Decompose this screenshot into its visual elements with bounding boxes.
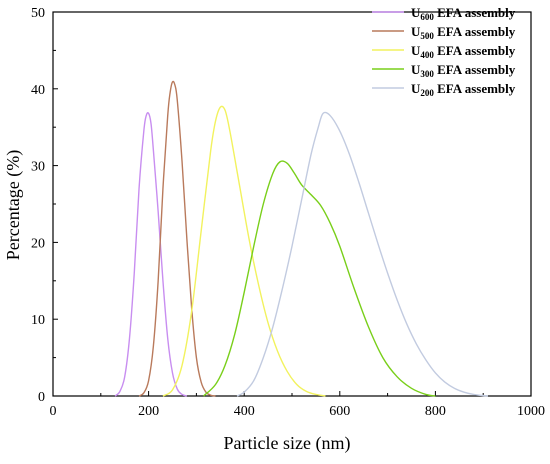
x-tick-label: 800 — [425, 404, 446, 419]
legend-label-300: U300 EFA assembly — [411, 62, 516, 79]
legend-label-600: U600 EFA assembly — [411, 5, 516, 22]
x-tick-label: 200 — [138, 404, 159, 419]
series-line-400 — [162, 105, 326, 397]
series-line-200 — [236, 111, 489, 397]
axes-layer: 0 200 400 600 800 1000 0 10 20 30 40 50 — [31, 6, 545, 419]
y-tick-label: 10 — [31, 313, 45, 328]
series-layer — [114, 80, 489, 397]
y-tick-label: 20 — [31, 236, 45, 251]
legend-label-200: U200 EFA assembly — [411, 81, 516, 98]
legend-label-500: U500 EFA assembly — [411, 24, 516, 41]
x-tick-label: 0 — [50, 404, 57, 419]
y-tick-label: 40 — [31, 83, 45, 98]
series-line-300 — [203, 160, 436, 397]
series-line-500 — [138, 80, 216, 397]
y-tick-label: 50 — [31, 6, 45, 21]
x-axis-title: Particle size (nm) — [224, 433, 351, 454]
x-tick-label: 600 — [329, 404, 350, 419]
legend: U600 EFA assembly U500 EFA assembly U400 E… — [372, 5, 516, 98]
y-axis-title: Percentage (%) — [3, 150, 24, 260]
x-tick-label: 400 — [234, 404, 255, 419]
x-tick-label: 1000 — [517, 404, 545, 419]
y-tick-label: 30 — [31, 160, 45, 175]
legend-label-400: U400 EFA assembly — [411, 43, 516, 60]
series-line-600 — [114, 112, 188, 397]
y-tick-label: 0 — [38, 390, 45, 405]
